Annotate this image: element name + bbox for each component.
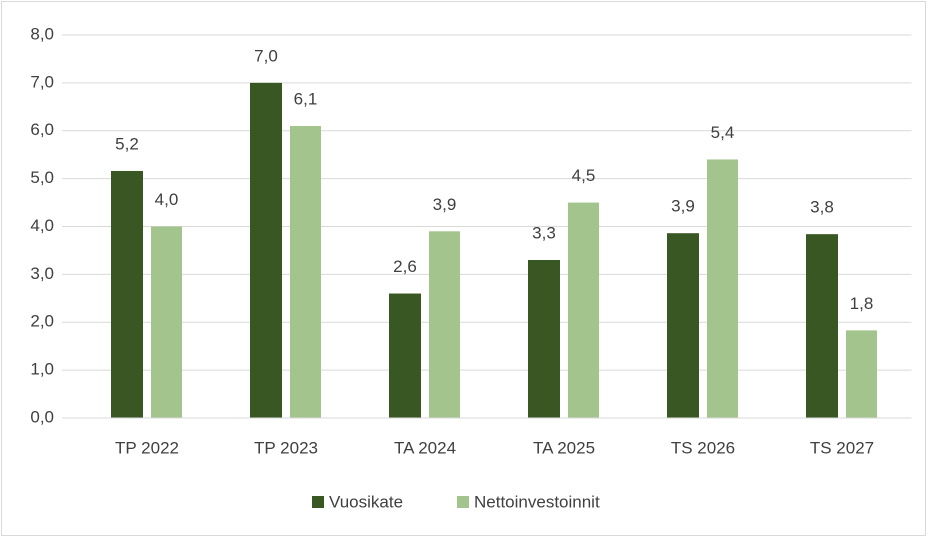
value-label: 2,6	[393, 257, 417, 276]
legend-label: Vuosikate	[329, 492, 403, 511]
value-label: 5,4	[711, 123, 735, 142]
x-tick-label: TS 2027	[810, 438, 874, 457]
bar	[528, 260, 560, 418]
y-tick-label: 5,0	[30, 168, 54, 187]
value-label: 3,9	[433, 195, 457, 214]
bar	[290, 125, 321, 419]
y-tick-label: 4,0	[30, 216, 54, 235]
bar	[111, 170, 143, 418]
bar	[250, 82, 282, 418]
bar	[707, 159, 738, 418]
legend-label: Nettoinvestoinnit	[474, 492, 600, 511]
bar	[568, 202, 599, 418]
y-tick-label: 7,0	[30, 72, 54, 91]
y-tick-label: 3,0	[30, 264, 54, 283]
value-label: 6,1	[294, 89, 318, 108]
bar	[429, 231, 460, 418]
value-label: 3,3	[532, 223, 556, 242]
legend-swatch	[312, 496, 324, 508]
x-tick-label: TP 2023	[254, 438, 318, 457]
value-label: 4,5	[572, 166, 596, 185]
y-tick-label: 6,0	[30, 120, 54, 139]
value-label: 1,8	[850, 294, 874, 313]
bar	[846, 330, 877, 418]
x-tick-label: TA 2025	[533, 438, 595, 457]
x-tick-label: TP 2022	[115, 438, 179, 457]
bar	[389, 293, 421, 418]
y-tick-label: 0,0	[30, 407, 54, 426]
value-label: 7,0	[254, 46, 278, 65]
x-tick-label: TS 2026	[671, 438, 735, 457]
legend-swatch	[457, 496, 469, 508]
value-label: 3,9	[671, 197, 695, 216]
y-tick-label: 1,0	[30, 360, 54, 379]
bar	[806, 234, 838, 418]
x-tick-label: TA 2024	[394, 438, 456, 457]
y-tick-label: 2,0	[30, 312, 54, 331]
value-label: 5,2	[115, 134, 139, 153]
bar	[151, 226, 182, 418]
value-label: 3,8	[810, 198, 834, 217]
bar	[667, 233, 699, 418]
y-tick-label: 8,0	[30, 24, 54, 43]
value-label: 4,0	[155, 190, 179, 209]
